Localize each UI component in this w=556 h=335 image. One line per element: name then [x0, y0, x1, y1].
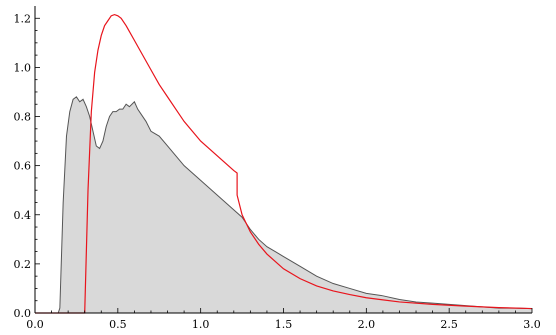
x-tick-label: 1.5: [275, 318, 293, 331]
y-tick-label: 1.0: [14, 61, 32, 74]
x-tick-label: 0.0: [26, 318, 44, 331]
y-tick-label: 0.2: [14, 258, 32, 271]
series-line-group: [35, 13, 533, 314]
y-tick-label: 0.4: [14, 209, 32, 222]
series-area-group: [35, 96, 533, 314]
y-axis: 0.0 0.2 0.4 0.6 0.8 1.0 1.2: [14, 6, 40, 320]
x-axis: 0.0 0.5 1.0 1.5 2.0 2.5 3.0: [26, 308, 541, 331]
series-area-fill: [35, 96, 532, 314]
x-tick-label: 2.5: [440, 318, 458, 331]
series-line: [35, 13, 533, 314]
x-tick-label: 2.0: [358, 318, 376, 331]
y-tick-label: 0.0: [14, 307, 32, 320]
x-tick-label: 1.0: [192, 318, 210, 331]
series-area-outline: [35, 96, 533, 314]
x-tick-label: 3.0: [523, 318, 541, 331]
y-tick-label: 0.8: [14, 111, 32, 124]
y-tick-label: 1.2: [14, 12, 32, 25]
x-tick-label: 0.5: [109, 318, 127, 331]
y-tick-label: 0.6: [14, 160, 32, 173]
